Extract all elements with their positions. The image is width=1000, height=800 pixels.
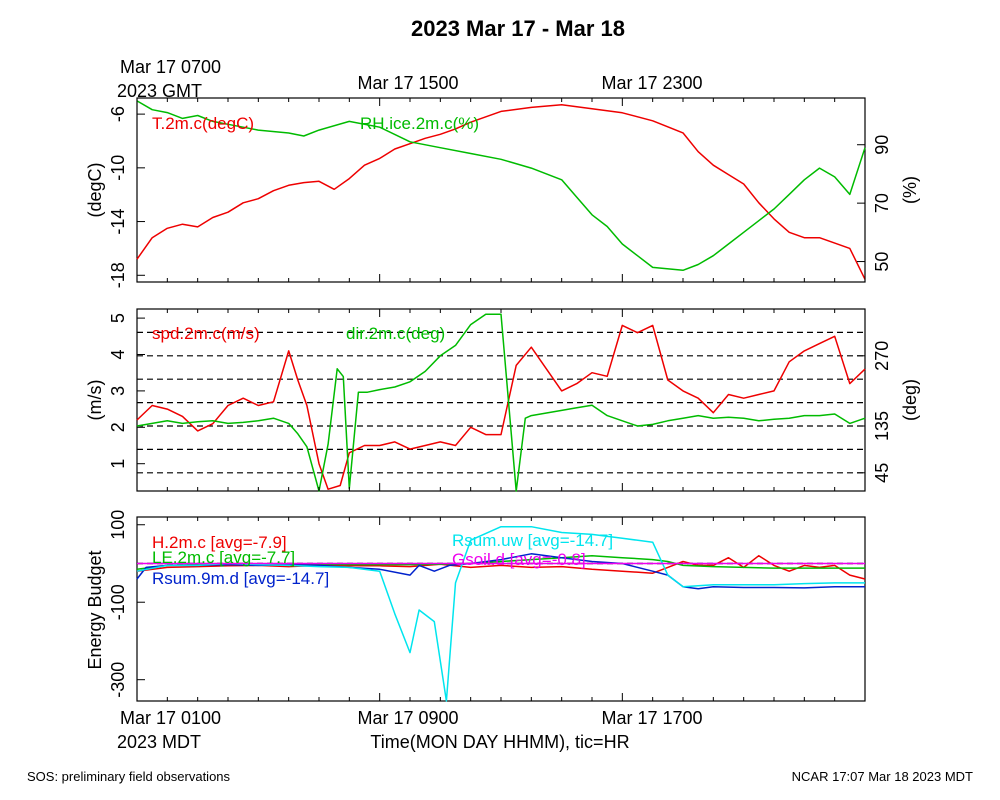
y-tick-label-left: -18 [108,262,128,288]
top-time-label-third: Mar 17 2300 [601,73,702,93]
y-tick-label-right: 135 [872,411,892,441]
bottom-time-label-third: Mar 17 1700 [601,708,702,728]
footer-right: NCAR 17:07 Mar 18 2023 MDT [792,769,973,784]
series-line-dir-2m-c-deg- [136,313,866,492]
bottom-time-label-second: Mar 17 0900 [357,708,458,728]
series-line-rsum-uw [136,525,865,702]
top-time-label-first-year: 2023 GMT [117,81,202,101]
y-tick-label-left: -6 [108,106,128,122]
series-line-spd-2m-c-m-s- [136,324,866,490]
y-tick-label-left: 3 [108,386,128,396]
y-tick-label-left: -10 [108,155,128,181]
y-tick-label-left: 100 [108,510,128,540]
y-tick-label-left: 1 [108,459,128,469]
y-axis-label-left: (degC) [85,162,105,217]
temperature-humidity-panel: -6 -10 -14 -18 90 70 50 T.2m.c(degC) RH.ice.2m… [85,97,920,288]
series-line-rh-ice-2m-c- [136,100,866,272]
series-line-h-2m-c [136,554,866,580]
top-time-label-first: Mar 17 0700 [120,57,221,77]
y-axis-label-left: Energy Budget [85,550,105,669]
top-time-label-second: Mar 17 1500 [357,73,458,93]
y-tick-label-right: 50 [872,252,892,272]
y-tick-label-left: -14 [108,209,128,235]
y-axis-label-right: (%) [900,176,920,204]
y-tick-label-left: 2 [108,422,128,432]
legend-t2m: T.2m.c(degC) [152,114,254,133]
reference-lines [137,331,865,474]
wind-panel: 5 4 3 2 1 270 135 45 spd.2m.c(m/s) dir.2m.c(deg… [85,308,920,492]
y-tick-label-left: -300 [108,662,128,698]
y-tick-label-right: 45 [872,463,892,483]
tick-layer: 5 4 3 2 1 270 135 45 [108,309,892,491]
series-layer [136,313,866,492]
series-line-rsum-9m-d [136,553,865,590]
tick-layer: 100 -100 -300 [108,510,866,701]
y-tick-label-left: 4 [108,349,128,359]
legend-rsum-uw: Rsum.uw [avg=-14.7] [452,531,613,550]
y-tick-label-right: 70 [872,193,892,213]
legend-gsoil: Gsoil.d [avg=-0.8] [452,550,586,569]
tick-layer: -6 -10 -14 -18 90 70 50 [108,98,892,288]
series-layer [136,100,866,280]
y-tick-label-left: 5 [108,313,128,323]
bottom-time-label-first: Mar 17 0100 [120,708,221,728]
footer-left: SOS: preliminary field observations [27,769,231,784]
legend-wind-direction: dir.2m.c(deg) [346,324,445,343]
y-axis-label-right: (deg) [900,379,920,421]
legend-h2m: H.2m.c [avg=-7.9] [152,533,287,552]
legend-wind-speed: spd.2m.c(m/s) [152,324,260,343]
y-tick-label-left: -100 [108,584,128,620]
energy-budget-panel: 100 -100 -300 H.2m.c [avg=-7.9] LE.2m.c [a… [85,510,866,702]
y-tick-label-right: 90 [872,135,892,155]
legend-le2m: LE.2m.c [avg=-7.7] [152,548,295,567]
series-line-t-2m-c-degc- [136,103,866,280]
legend-rh-ice: RH.ice.2m.c(%) [360,114,479,133]
legend-rsum-9m: Rsum.9m.d [avg=-14.7] [152,569,329,588]
x-axis-title: Time(MON DAY HHMM), tic=HR [370,732,629,752]
series-layer [136,525,866,702]
bottom-time-label-first-year: 2023 MDT [117,732,201,752]
y-tick-label-right: 270 [872,341,892,371]
y-axis-label-left: (m/s) [85,380,105,421]
chart-title: 2023 Mar 17 - Mar 18 [411,16,625,41]
